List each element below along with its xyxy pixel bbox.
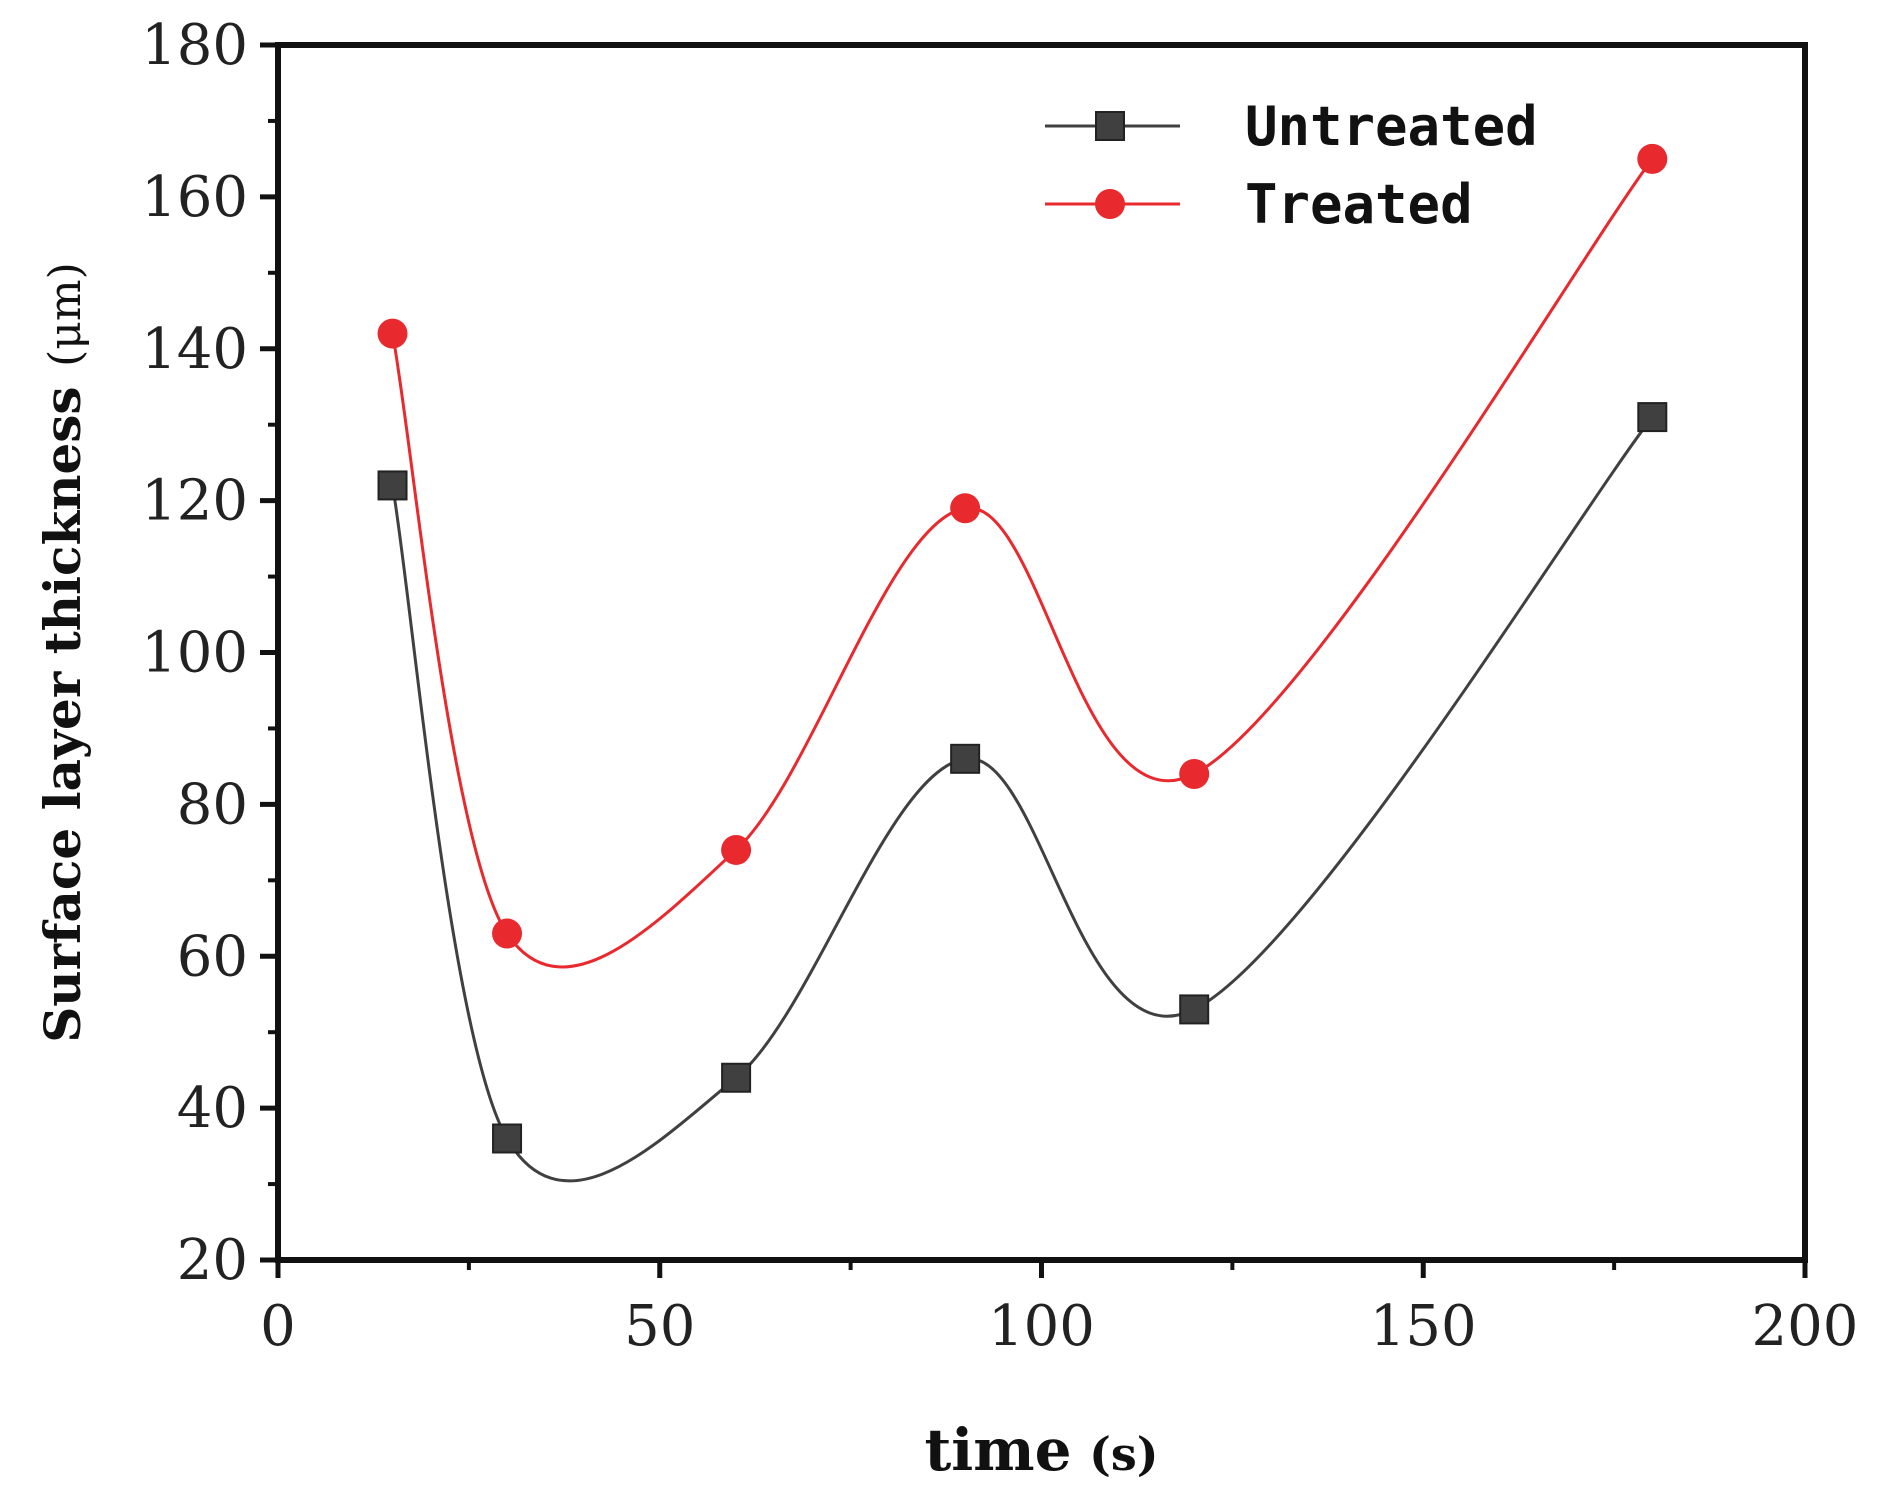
data-point-treated	[1179, 759, 1210, 789]
data-point-untreated	[1179, 994, 1210, 1025]
y-axis-title-main: Surface layer thickness	[33, 386, 92, 1042]
series-line-untreated	[391, 416, 1654, 1183]
data-point-treated	[492, 918, 523, 949]
y-tick-label: 40	[177, 1076, 248, 1141]
legend-marker	[1095, 111, 1125, 141]
ticks-layer: 20 40 60 80 100 120 140 160 180 0 50 100 150 200	[141, 13, 1858, 1359]
legend-marker	[1095, 189, 1125, 219]
x-tick-label: 0	[260, 1294, 296, 1359]
series-untreated	[377, 402, 1668, 1183]
y-axis-title: Surface layer thickness (μm)	[33, 262, 92, 1043]
data-point-treated	[1637, 143, 1668, 174]
legend-label: Treated	[1245, 173, 1473, 236]
x-tick-label: 150	[1370, 1294, 1477, 1359]
series-line-treated	[391, 158, 1654, 969]
data-point-untreated	[377, 470, 408, 501]
x-axis-title-unit: (s)	[1089, 1427, 1158, 1481]
y-tick-label: 140	[141, 317, 248, 382]
y-axis-title-unit: (μm)	[40, 262, 91, 367]
y-tick-label: 80	[177, 772, 248, 837]
x-tick-label: 100	[988, 1294, 1095, 1359]
x-tick-label: 50	[624, 1294, 695, 1359]
legend: Untreated Treated	[1045, 95, 1538, 236]
y-tick-label: 100	[141, 621, 248, 686]
data-point-treated	[950, 493, 981, 524]
data-point-untreated	[721, 1062, 752, 1093]
legend-label: Untreated	[1245, 95, 1538, 158]
y-tick-label: 20	[177, 1228, 248, 1293]
y-tick-label: 180	[141, 13, 248, 78]
data-point-treated	[721, 834, 752, 865]
data-point-treated	[377, 318, 408, 349]
data-point-untreated	[492, 1123, 523, 1154]
series-layer	[377, 143, 1668, 1183]
y-tick-label: 120	[141, 469, 248, 534]
series-treated	[377, 143, 1668, 969]
y-tick-label: 60	[177, 924, 248, 989]
x-axis-title-main: time	[924, 1416, 1071, 1484]
x-tick-label: 200	[1752, 1294, 1859, 1359]
plot-frame	[275, 42, 1808, 1263]
data-point-untreated	[1637, 402, 1668, 433]
y-tick-label: 160	[141, 165, 248, 230]
x-axis-title: time (s)	[924, 1416, 1158, 1484]
data-point-untreated	[950, 743, 981, 774]
